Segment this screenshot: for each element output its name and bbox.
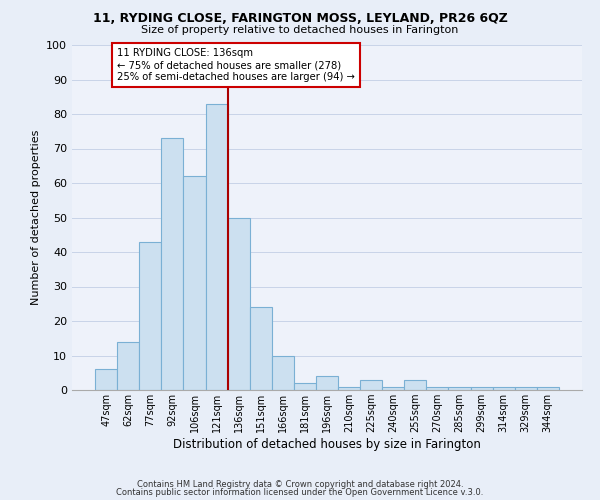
Text: Size of property relative to detached houses in Farington: Size of property relative to detached ho… (142, 25, 458, 35)
Bar (316, 376, 338, 390)
Bar (537, 386, 559, 390)
Bar (184, 176, 206, 390)
Y-axis label: Number of detached properties: Number of detached properties (31, 130, 41, 305)
Text: Contains public sector information licensed under the Open Government Licence v.: Contains public sector information licen… (116, 488, 484, 497)
Bar (470, 386, 493, 390)
Bar (338, 386, 360, 390)
Bar (227, 218, 250, 390)
Bar (493, 386, 515, 390)
X-axis label: Distribution of detached houses by size in Farington: Distribution of detached houses by size … (173, 438, 481, 451)
Bar (382, 386, 404, 390)
Bar (250, 307, 272, 390)
Bar (427, 386, 448, 390)
Text: Contains HM Land Registry data © Crown copyright and database right 2024.: Contains HM Land Registry data © Crown c… (137, 480, 463, 489)
Bar (294, 383, 316, 390)
Bar (95, 370, 117, 390)
Bar (161, 138, 184, 390)
Bar (404, 380, 427, 390)
Bar (448, 386, 470, 390)
Bar (117, 342, 139, 390)
Bar (515, 386, 537, 390)
Bar (360, 380, 382, 390)
Text: 11 RYDING CLOSE: 136sqm
← 75% of detached houses are smaller (278)
25% of semi-d: 11 RYDING CLOSE: 136sqm ← 75% of detache… (117, 48, 355, 82)
Bar (139, 242, 161, 390)
Text: 11, RYDING CLOSE, FARINGTON MOSS, LEYLAND, PR26 6QZ: 11, RYDING CLOSE, FARINGTON MOSS, LEYLAN… (92, 12, 508, 26)
Bar (272, 356, 294, 390)
Bar (206, 104, 227, 390)
